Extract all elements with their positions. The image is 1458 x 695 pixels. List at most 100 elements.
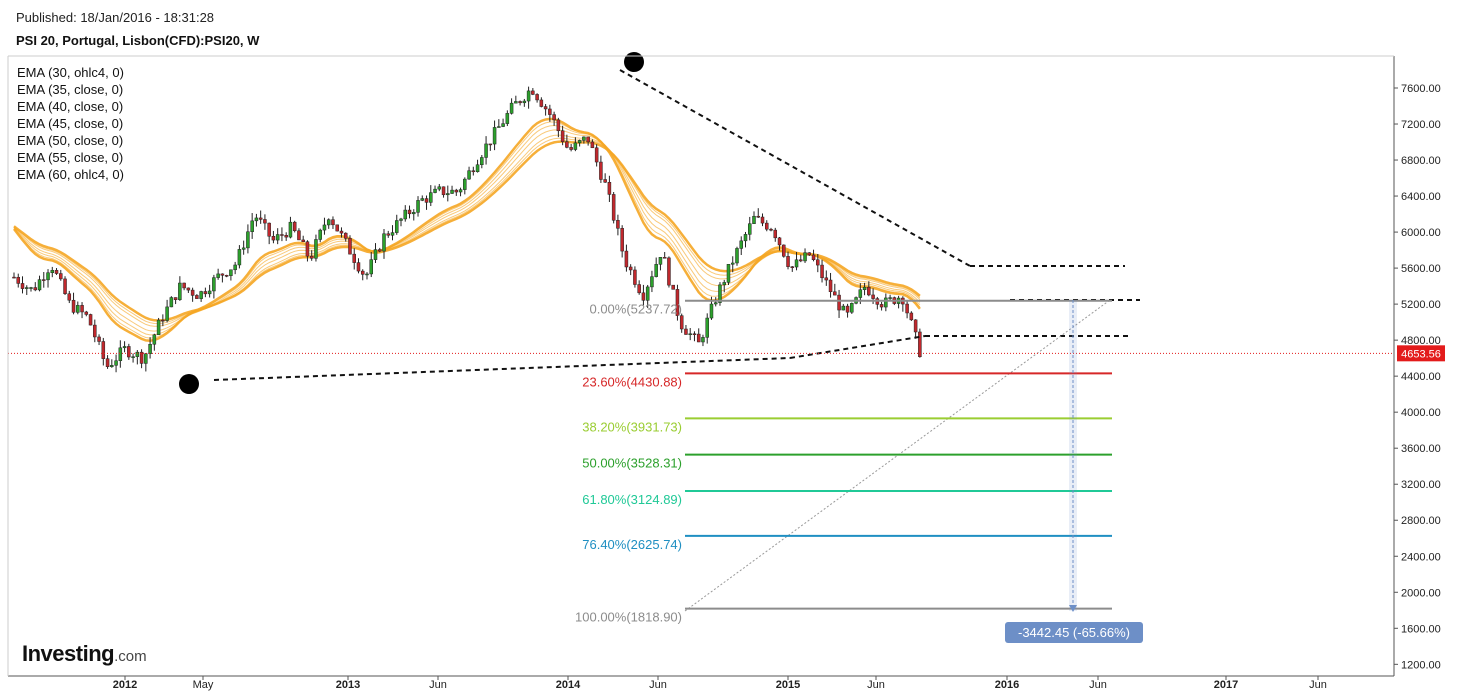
legend-ema-40[interactable]: EMA (40, close, 0)	[17, 99, 124, 114]
y-tick-label: 2000.00	[1401, 587, 1441, 599]
candle-body	[16, 276, 21, 284]
candle-body	[909, 312, 914, 321]
candle-body	[879, 304, 884, 308]
fib-level-label: 100.00%(1818.90)	[575, 610, 682, 625]
candle	[186, 287, 191, 293]
candle	[314, 234, 318, 262]
candle-body	[586, 136, 590, 143]
candle	[828, 272, 833, 298]
logo-text: Investing	[22, 641, 115, 666]
legend-ema-35[interactable]: EMA (35, close, 0)	[17, 82, 124, 97]
candle	[335, 224, 339, 232]
candle	[267, 222, 271, 245]
candle-body	[794, 259, 799, 268]
candle	[165, 299, 169, 323]
candle	[63, 276, 67, 295]
candle	[297, 228, 301, 241]
candle	[726, 264, 731, 285]
candle	[777, 236, 782, 251]
candle-body	[760, 216, 765, 224]
candle-body	[560, 130, 565, 142]
legend-ema-60[interactable]: EMA (60, ohlc4, 0)	[17, 167, 124, 182]
candle	[250, 213, 254, 239]
candle	[531, 88, 535, 96]
candle-body	[25, 287, 29, 289]
published-timestamp: Published: 18/Jan/2016 - 18:31:28	[16, 10, 215, 25]
candle	[475, 159, 480, 173]
y-tick-label: 5200.00	[1401, 299, 1441, 311]
candle-body	[284, 235, 288, 238]
candle-body	[365, 273, 369, 276]
candle	[12, 272, 16, 279]
candle-body	[29, 287, 33, 289]
candle-body	[280, 234, 284, 236]
candle	[458, 187, 463, 197]
candle-body	[905, 303, 909, 314]
candle	[688, 328, 692, 341]
candle-body	[322, 224, 327, 231]
legend-ema-55[interactable]: EMA (55, close, 0)	[17, 150, 124, 165]
candle-body	[739, 240, 743, 249]
candle	[437, 183, 442, 192]
candle-body	[169, 297, 174, 308]
candle-body	[913, 319, 918, 333]
candle-body	[377, 249, 382, 252]
candle-body	[701, 337, 705, 343]
candle-body	[50, 270, 55, 273]
candle	[582, 136, 586, 144]
candle	[173, 297, 178, 305]
candle-body	[433, 188, 437, 193]
y-tick-label: 4000.00	[1401, 407, 1441, 419]
candle	[441, 186, 446, 198]
candle-body	[71, 299, 76, 313]
measure-badge	[1005, 622, 1143, 643]
candle	[790, 266, 795, 272]
candle-body	[765, 222, 769, 230]
legend-ema-45[interactable]: EMA (45, close, 0)	[17, 116, 124, 131]
candle	[684, 324, 688, 335]
candle	[739, 236, 743, 256]
legend-ema-30[interactable]: EMA (30, ohlc4, 0)	[17, 65, 124, 80]
candle-body	[709, 303, 714, 319]
x-tick-label: 2014	[556, 679, 581, 691]
candle-body	[650, 276, 654, 288]
candle	[339, 227, 344, 238]
candle-body	[582, 136, 586, 141]
candle	[382, 228, 386, 259]
candle	[25, 285, 29, 295]
candle-body	[343, 232, 348, 239]
candle	[224, 274, 229, 278]
candle-body	[390, 232, 395, 236]
candle-body	[611, 194, 616, 221]
x-tick-label: Jun	[1089, 679, 1107, 691]
candle-body	[816, 259, 820, 266]
candle-body	[837, 294, 841, 311]
candle-body	[688, 333, 692, 335]
candle-body	[565, 141, 569, 148]
candle	[556, 117, 561, 138]
candle	[263, 214, 267, 230]
candle-body	[599, 161, 603, 180]
y-tick-label: 6000.00	[1401, 227, 1441, 239]
candle-body	[314, 239, 318, 259]
candle	[641, 284, 646, 306]
pivot-high-marker	[624, 52, 644, 72]
candle-body	[867, 286, 871, 296]
y-tick-label: 2400.00	[1401, 551, 1441, 563]
candle-body	[37, 279, 42, 291]
candle	[480, 154, 484, 169]
candle-body	[127, 346, 131, 358]
candle-body	[675, 289, 680, 316]
candle-body	[828, 279, 833, 293]
candle-body	[620, 228, 624, 252]
candle	[331, 216, 335, 229]
candle	[611, 191, 616, 224]
legend-ema-50[interactable]: EMA (50, close, 0)	[17, 133, 124, 148]
candle	[169, 296, 174, 308]
candle	[816, 253, 820, 273]
resistance-trendline	[619, 69, 971, 267]
candle	[824, 270, 829, 286]
candle-body	[395, 220, 399, 233]
candle	[896, 295, 901, 309]
